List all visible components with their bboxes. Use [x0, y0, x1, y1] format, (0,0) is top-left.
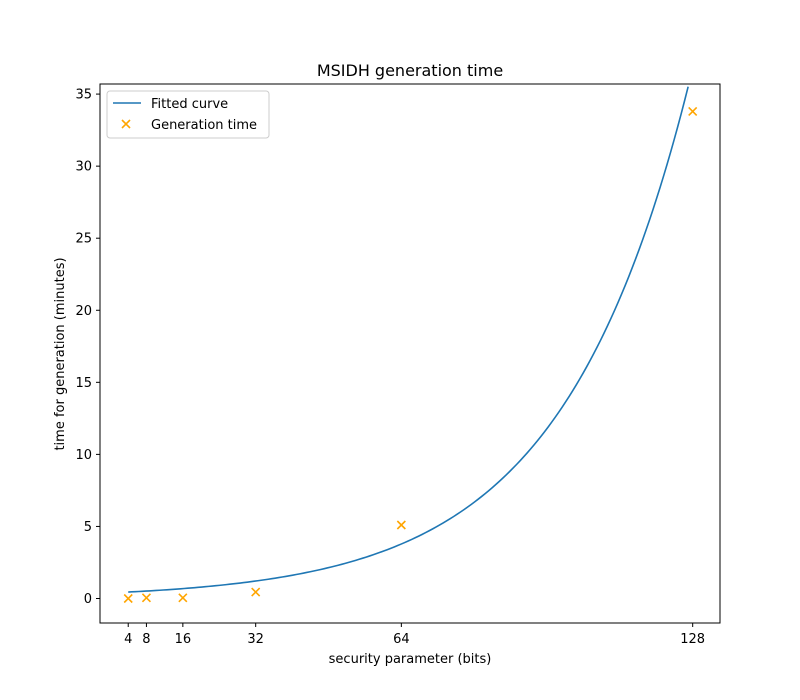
generation-time-point — [396, 520, 406, 530]
legend-swatch-generation-time — [121, 119, 131, 129]
generation-time-point — [178, 593, 188, 603]
y-tick-label: 10 — [75, 448, 92, 463]
fitted-curve-line — [128, 86, 689, 593]
y-tick-label: 15 — [75, 376, 92, 391]
y-axis-label: time for generation (minutes) — [53, 257, 68, 450]
x-tick-label: 32 — [247, 632, 264, 647]
y-tick-label: 30 — [75, 160, 92, 175]
axes-frame — [99, 83, 721, 624]
generation-time-point — [123, 593, 133, 604]
generation-time-point — [251, 587, 261, 597]
legend-label-generation-time: Generation time — [151, 118, 257, 133]
x-axis-label: security parameter (bits) — [329, 652, 492, 667]
y-tick-label: 0 — [84, 592, 92, 607]
series-layer — [123, 86, 698, 604]
generation-time-point — [688, 106, 698, 116]
y-tick-label: 25 — [75, 232, 92, 247]
legend-label-fitted-curve: Fitted curve — [151, 97, 228, 112]
x-tick-label: 8 — [142, 632, 150, 647]
x-tick-label: 16 — [175, 632, 192, 647]
x-axis-ticks: 4 8 16 32 64 128 — [124, 623, 705, 647]
x-tick-label: 4 — [124, 632, 132, 647]
generation-time-point — [141, 593, 151, 603]
x-tick-label: 64 — [393, 632, 410, 647]
chart-title: MSIDH generation time — [317, 61, 503, 80]
plot-area — [123, 86, 698, 604]
y-tick-label: 5 — [84, 520, 92, 535]
legend-frame — [106, 90, 270, 139]
legend: Fitted curve Generation time — [106, 90, 270, 139]
y-tick-label: 20 — [75, 304, 92, 319]
y-tick-label: 35 — [75, 88, 92, 103]
y-axis-ticks: 0 5 10 15 20 25 30 35 — [75, 88, 100, 607]
x-tick-label: 128 — [680, 632, 705, 647]
